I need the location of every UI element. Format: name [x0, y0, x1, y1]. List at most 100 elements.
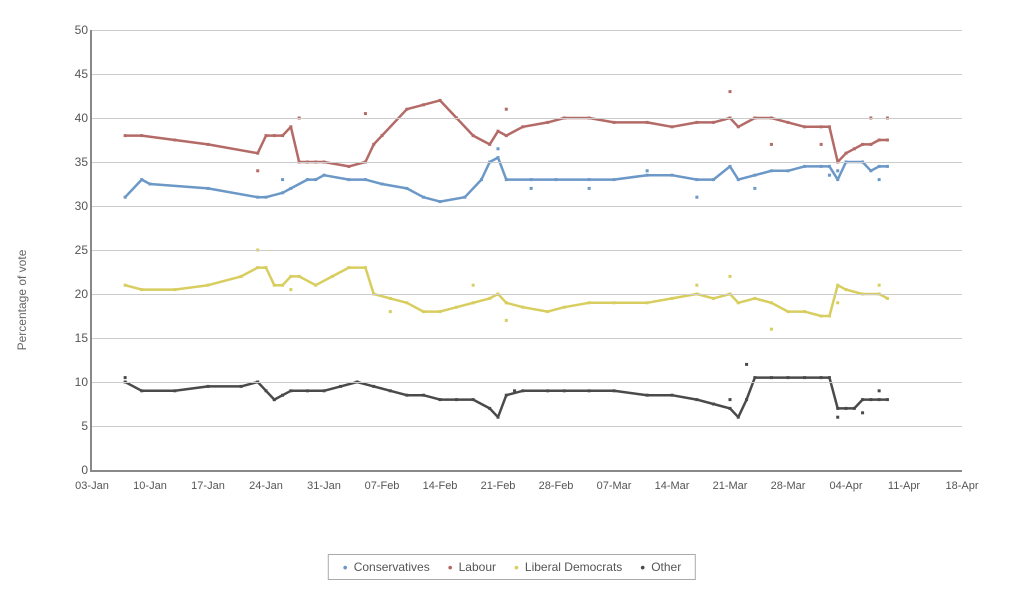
- series-marker: [480, 178, 483, 181]
- series-marker: [753, 376, 756, 379]
- legend-marker-icon: •: [448, 559, 453, 575]
- y-tick-label: 30: [58, 199, 88, 213]
- gridline: [92, 294, 962, 295]
- series-marker: [803, 165, 806, 168]
- series-marker: [869, 143, 872, 146]
- series-marker: [439, 398, 442, 401]
- legend-label: Liberal Democrats: [525, 560, 622, 574]
- series-marker: [646, 169, 649, 172]
- series-marker: [281, 178, 284, 181]
- series-marker: [530, 178, 533, 181]
- series-marker: [555, 178, 558, 181]
- series-marker: [770, 169, 773, 172]
- series-marker: [422, 394, 425, 397]
- series-marker: [836, 407, 839, 410]
- series-marker: [265, 266, 268, 269]
- series-marker: [455, 398, 458, 401]
- series-marker: [472, 134, 475, 137]
- series-marker: [405, 394, 408, 397]
- series-marker: [836, 169, 839, 172]
- series-marker: [281, 191, 284, 194]
- series-marker: [787, 121, 790, 124]
- series-marker: [695, 284, 698, 287]
- y-tick-label: 50: [58, 23, 88, 37]
- series-marker: [505, 108, 508, 111]
- series-marker: [256, 266, 259, 269]
- x-tick-label: 04-Apr: [829, 480, 862, 492]
- series-marker: [256, 169, 259, 172]
- x-tick-label: 18-Apr: [945, 480, 978, 492]
- legend-marker-icon: •: [640, 559, 645, 575]
- series-marker: [389, 389, 392, 392]
- series-marker: [695, 196, 698, 199]
- series-marker: [289, 275, 292, 278]
- legend-item: • Liberal Democrats: [514, 559, 622, 575]
- series-marker: [124, 284, 127, 287]
- series-marker: [563, 306, 566, 309]
- series-marker: [836, 284, 839, 287]
- series-marker: [173, 389, 176, 392]
- legend-label: Labour: [459, 560, 496, 574]
- series-marker: [861, 411, 864, 414]
- gridline: [92, 426, 962, 427]
- series-marker: [820, 143, 823, 146]
- y-tick-label: 5: [58, 419, 88, 433]
- series-marker: [745, 363, 748, 366]
- series-marker: [281, 284, 284, 287]
- series-marker: [845, 407, 848, 410]
- plot-area: 0510152025303540455003-Jan10-Jan17-Jan24…: [90, 30, 962, 472]
- series-marker: [820, 376, 823, 379]
- series-marker: [422, 310, 425, 313]
- series-marker: [298, 275, 301, 278]
- series-marker: [521, 389, 524, 392]
- series-marker: [273, 134, 276, 137]
- series-marker: [878, 178, 881, 181]
- series-marker: [207, 385, 210, 388]
- series-marker: [140, 134, 143, 137]
- series-marker: [787, 310, 790, 313]
- series-marker: [488, 297, 491, 300]
- series-marker: [845, 152, 848, 155]
- series-marker: [563, 389, 566, 392]
- x-tick-label: 14-Feb: [423, 480, 458, 492]
- series-marker: [472, 284, 475, 287]
- series-marker: [836, 301, 839, 304]
- series-marker: [497, 156, 500, 159]
- series-marker: [753, 297, 756, 300]
- series-marker: [853, 147, 856, 150]
- series-marker: [347, 178, 350, 181]
- series-marker: [828, 165, 831, 168]
- series-marker: [737, 178, 740, 181]
- series-marker: [729, 275, 732, 278]
- series-marker: [613, 121, 616, 124]
- x-tick-label: 07-Feb: [365, 480, 400, 492]
- series-marker: [770, 143, 773, 146]
- y-tick-label: 35: [58, 155, 88, 169]
- gridline: [92, 206, 962, 207]
- series-marker: [853, 407, 856, 410]
- series-marker: [695, 398, 698, 401]
- series-marker: [389, 310, 392, 313]
- series-marker: [737, 416, 740, 419]
- series-marker: [207, 187, 210, 190]
- series-marker: [505, 134, 508, 137]
- series-marker: [364, 112, 367, 115]
- legend-marker-icon: •: [514, 559, 519, 575]
- series-marker: [695, 178, 698, 181]
- series-marker: [140, 178, 143, 181]
- series-marker: [671, 297, 674, 300]
- series-marker: [521, 125, 524, 128]
- series-marker: [546, 121, 549, 124]
- series-marker: [803, 310, 806, 313]
- series-marker: [712, 297, 715, 300]
- series-marker: [869, 169, 872, 172]
- series-marker: [745, 398, 748, 401]
- legend: •Conservatives•Labour•Liberal Democrats•…: [328, 554, 696, 580]
- x-tick-label: 21-Feb: [481, 480, 516, 492]
- series-marker: [497, 416, 500, 419]
- gridline: [92, 30, 962, 31]
- series-marker: [729, 407, 732, 410]
- x-tick-label: 11-Apr: [888, 480, 920, 492]
- series-marker: [273, 398, 276, 401]
- series-marker: [306, 389, 309, 392]
